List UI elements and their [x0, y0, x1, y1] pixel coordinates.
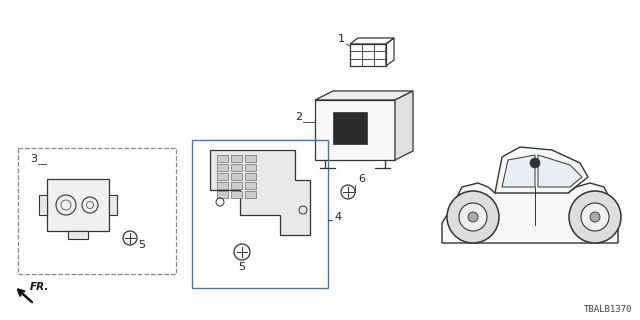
- Polygon shape: [395, 91, 413, 160]
- Bar: [231, 173, 242, 180]
- Text: TBALB1370: TBALB1370: [584, 305, 632, 314]
- Bar: [217, 173, 228, 180]
- Polygon shape: [495, 147, 588, 193]
- Bar: [231, 182, 242, 189]
- Bar: [350, 44, 386, 66]
- Bar: [217, 182, 228, 189]
- Bar: [231, 164, 242, 171]
- Text: 3: 3: [30, 154, 37, 164]
- Circle shape: [530, 158, 540, 168]
- Text: 1: 1: [338, 34, 345, 44]
- Bar: [217, 164, 228, 171]
- Bar: [217, 191, 228, 198]
- Circle shape: [468, 212, 478, 222]
- Bar: [39, 195, 47, 215]
- Bar: [245, 155, 256, 162]
- Bar: [68, 231, 88, 239]
- Circle shape: [459, 203, 487, 231]
- Bar: [245, 164, 256, 171]
- Circle shape: [590, 212, 600, 222]
- Bar: [18, 148, 176, 274]
- Bar: [333, 112, 367, 144]
- Bar: [231, 191, 242, 198]
- Bar: [231, 155, 242, 162]
- Polygon shape: [442, 177, 618, 243]
- Polygon shape: [538, 155, 582, 187]
- Bar: [245, 182, 256, 189]
- Bar: [217, 155, 228, 162]
- Circle shape: [447, 191, 499, 243]
- Text: FR.: FR.: [30, 282, 49, 292]
- Bar: [192, 140, 328, 288]
- Text: 5: 5: [138, 240, 145, 250]
- Circle shape: [569, 191, 621, 243]
- Polygon shape: [315, 91, 413, 100]
- Bar: [245, 191, 256, 198]
- Polygon shape: [502, 155, 535, 187]
- Polygon shape: [210, 150, 310, 235]
- Bar: [109, 195, 117, 215]
- Bar: [47, 179, 109, 231]
- Bar: [245, 173, 256, 180]
- Bar: [315, 100, 395, 160]
- Text: 4: 4: [334, 212, 341, 222]
- Circle shape: [581, 203, 609, 231]
- Text: 6: 6: [358, 174, 365, 184]
- Text: 5: 5: [239, 262, 246, 272]
- Text: 2: 2: [295, 112, 302, 122]
